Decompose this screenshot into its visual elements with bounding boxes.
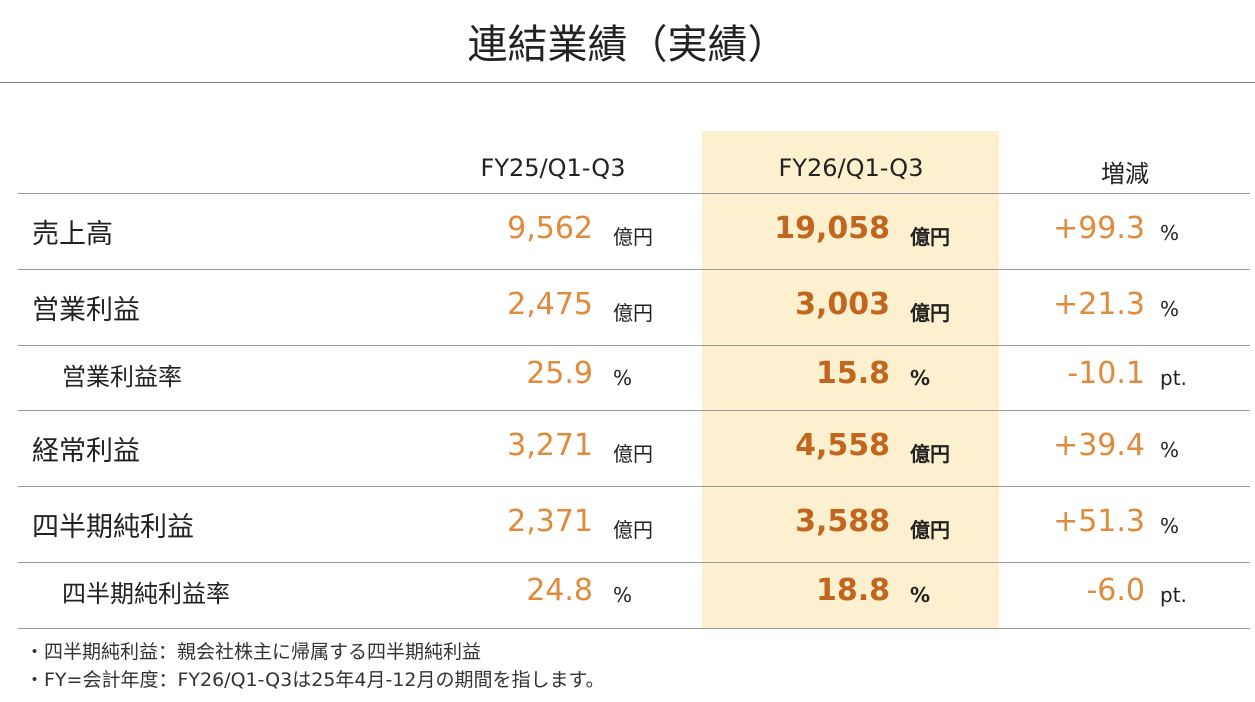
rule: [18, 193, 1250, 194]
unit: 億円: [910, 225, 950, 249]
value: +39.4: [1053, 428, 1145, 463]
rule: [18, 562, 1250, 563]
value: 24.8: [526, 573, 593, 608]
value: +21.3: [1053, 287, 1145, 322]
value: +99.3: [1053, 211, 1145, 246]
unit: %: [1160, 297, 1180, 321]
row-label: 営業利益: [32, 295, 140, 326]
unit: %: [613, 583, 633, 607]
value: 19,058: [774, 211, 890, 246]
unit: 億円: [910, 442, 950, 466]
value: 25.9: [526, 355, 593, 391]
value: -10.1: [1067, 355, 1145, 391]
column-header: FY25/Q1-Q3: [480, 154, 626, 182]
unit: 億円: [910, 518, 950, 542]
footnote: ・FY=会計年度：FY26/Q1-Q3は25年4月-12月の期間を指します。: [25, 669, 605, 691]
unit: %: [1160, 514, 1180, 538]
row-label: 四半期純利益: [32, 512, 194, 543]
rule: [18, 269, 1250, 270]
highlight-column: [702, 131, 999, 628]
column-header: FY26/Q1-Q3: [778, 154, 924, 182]
column-header: 増減: [1101, 160, 1149, 188]
unit: 億円: [910, 301, 950, 325]
title-rule: [0, 82, 1255, 83]
rule: [18, 410, 1250, 411]
value: 4,558: [795, 428, 890, 463]
unit: 億円: [613, 301, 653, 325]
unit: %: [1160, 221, 1180, 245]
title: 連結業績（実績）: [467, 22, 788, 68]
row-label: 経常利益: [32, 436, 140, 467]
row-label: 売上高: [32, 219, 113, 250]
unit: %: [910, 583, 931, 607]
value: -6.0: [1086, 573, 1145, 608]
unit: 億円: [613, 518, 653, 542]
value: 2,371: [507, 504, 593, 539]
unit: %: [613, 365, 633, 390]
unit: %: [1160, 438, 1180, 462]
row-label: 営業利益率: [62, 362, 182, 391]
value: 9,562: [507, 211, 593, 246]
value: 3,271: [507, 428, 593, 463]
footnote: ・四半期純利益：親会社株主に帰属する四半期純利益: [25, 641, 482, 663]
value: 18.8: [815, 573, 890, 608]
value: 2,475: [507, 287, 593, 322]
unit: pt.: [1160, 583, 1187, 607]
rule: [18, 628, 1250, 629]
unit: 億円: [613, 225, 653, 249]
value: 3,003: [795, 287, 890, 322]
rule: [18, 486, 1250, 487]
row-label: 四半期純利益率: [62, 580, 230, 608]
unit: 億円: [613, 442, 653, 466]
value: +51.3: [1053, 504, 1145, 539]
unit: %: [910, 365, 931, 390]
value: 3,588: [795, 504, 890, 539]
rule: [18, 345, 1250, 346]
value: 15.8: [815, 355, 890, 391]
unit: pt.: [1160, 365, 1187, 390]
